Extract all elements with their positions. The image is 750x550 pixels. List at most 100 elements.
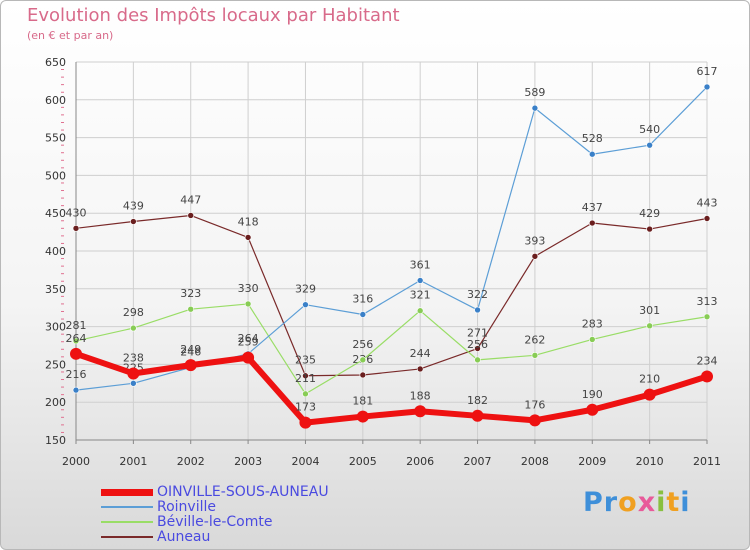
series-line-roinville <box>75 86 708 391</box>
logo-letter: o <box>618 487 638 518</box>
data-point-roinville <box>359 311 367 318</box>
x-tick-label: 2010 <box>636 455 664 468</box>
legend-swatch <box>101 506 153 508</box>
data-point-beville-le-comte <box>474 356 481 364</box>
logo-letter: t <box>666 487 681 518</box>
x-tick-label: 2001 <box>119 455 147 468</box>
data-point-oinville-sous-auneau <box>701 370 713 383</box>
data-label-oinville-sous-auneau: 210 <box>639 373 660 386</box>
data-label-auneau: 430 <box>66 206 87 219</box>
data-label-beville-le-comte: 301 <box>639 304 660 317</box>
data-label-auneau: 271 <box>467 327 488 340</box>
data-point-oinville-sous-auneau <box>70 347 82 360</box>
data-point-beville-le-comte <box>416 307 424 315</box>
data-label-auneau: 443 <box>697 196 718 209</box>
data-label-oinville-sous-auneau: 188 <box>410 389 431 402</box>
x-tick-label: 2005 <box>349 455 377 468</box>
data-point-auneau <box>588 219 596 227</box>
data-point-auneau <box>703 215 711 222</box>
data-label-oinville-sous-auneau: 173 <box>295 401 316 414</box>
y-tick-label: 600 <box>45 94 66 107</box>
data-label-beville-le-comte: 321 <box>410 289 431 302</box>
data-point-roinville <box>416 277 424 284</box>
data-point-auneau <box>187 212 195 219</box>
data-point-auneau <box>359 371 367 379</box>
data-label-beville-le-comte: 211 <box>295 372 316 385</box>
data-point-oinville-sous-auneau <box>299 416 312 429</box>
data-label-oinville-sous-auneau: 234 <box>697 354 718 367</box>
data-point-auneau <box>72 225 80 232</box>
y-tick-label: 500 <box>45 169 66 182</box>
data-point-auneau <box>416 365 424 373</box>
data-label-roinville: 329 <box>295 283 316 296</box>
legend-label: Auneau <box>157 529 211 545</box>
data-point-oinville-sous-auneau <box>356 410 369 423</box>
data-point-roinville <box>474 306 481 314</box>
data-point-beville-le-comte <box>588 336 596 343</box>
data-point-auneau <box>646 225 653 233</box>
y-tick-label: 400 <box>45 245 66 258</box>
data-label-oinville-sous-auneau: 190 <box>582 388 603 401</box>
data-point-beville-le-comte <box>244 300 252 308</box>
series-line-oinville-sous-auneau <box>73 350 710 426</box>
y-tick-label: 650 <box>45 56 66 69</box>
chart-title: Evolution des Impôts locaux par Habitant <box>27 5 400 26</box>
data-point-auneau <box>244 234 252 241</box>
data-point-oinville-sous-auneau <box>643 388 656 401</box>
data-label-beville-le-comte: 281 <box>66 319 87 332</box>
data-label-beville-le-comte: 283 <box>582 317 603 330</box>
data-label-auneau: 437 <box>582 201 603 214</box>
data-point-oinville-sous-auneau <box>471 409 484 422</box>
data-label-auneau: 244 <box>410 347 431 360</box>
data-point-roinville <box>72 386 80 394</box>
x-tick-label: 2004 <box>291 455 319 468</box>
data-label-oinville-sous-auneau: 259 <box>238 336 259 349</box>
data-label-auneau: 393 <box>524 234 545 247</box>
data-point-roinville <box>703 83 711 91</box>
data-label-oinville-sous-auneau: 182 <box>467 394 488 407</box>
data-point-roinville <box>302 301 309 308</box>
logo-letter: i <box>680 487 691 518</box>
data-label-auneau: 439 <box>123 200 144 213</box>
x-tick-label: 2002 <box>177 455 205 468</box>
x-tick-label: 2009 <box>578 455 606 468</box>
legend-swatch <box>101 488 153 496</box>
data-label-beville-le-comte: 323 <box>180 287 201 300</box>
data-point-auneau <box>130 218 137 225</box>
data-point-oinville-sous-auneau <box>242 351 255 364</box>
data-point-beville-le-comte <box>703 313 711 321</box>
x-tick-label: 2008 <box>521 455 549 468</box>
series-line-auneau <box>75 214 708 377</box>
legend-label: Béville-le-Comte <box>157 514 273 530</box>
data-label-beville-le-comte: 313 <box>697 295 718 308</box>
data-label-roinville: 540 <box>639 123 660 136</box>
x-tick-label: 2007 <box>464 455 492 468</box>
x-tick-label: 2000 <box>62 455 90 468</box>
data-label-roinville: 617 <box>697 65 718 78</box>
logo-letter: P <box>583 487 604 518</box>
data-label-auneau: 447 <box>180 193 201 206</box>
data-label-beville-le-comte: 330 <box>238 282 259 295</box>
data-label-auneau: 418 <box>238 215 259 228</box>
data-point-oinville-sous-auneau <box>127 367 140 380</box>
data-label-beville-le-comte: 298 <box>123 306 144 319</box>
legend-label: Roinville <box>157 499 216 515</box>
data-point-beville-le-comte <box>130 324 137 332</box>
data-point-auneau <box>474 345 481 352</box>
data-point-beville-le-comte <box>646 322 653 330</box>
data-point-roinville <box>588 150 596 158</box>
y-tick-label: 250 <box>45 358 66 371</box>
data-label-roinville: 264 <box>238 332 259 345</box>
y-tick-label: 550 <box>45 132 66 145</box>
data-point-oinville-sous-auneau <box>528 414 541 427</box>
legend-swatch <box>101 521 153 523</box>
data-label-roinville: 322 <box>467 288 488 301</box>
y-tick-label: 150 <box>45 434 66 447</box>
data-label-beville-le-comte: 256 <box>352 338 373 351</box>
x-tick-label: 2003 <box>234 455 262 468</box>
y-tick-label: 200 <box>45 396 66 409</box>
data-point-beville-le-comte <box>531 352 539 359</box>
data-point-auneau <box>302 372 309 380</box>
